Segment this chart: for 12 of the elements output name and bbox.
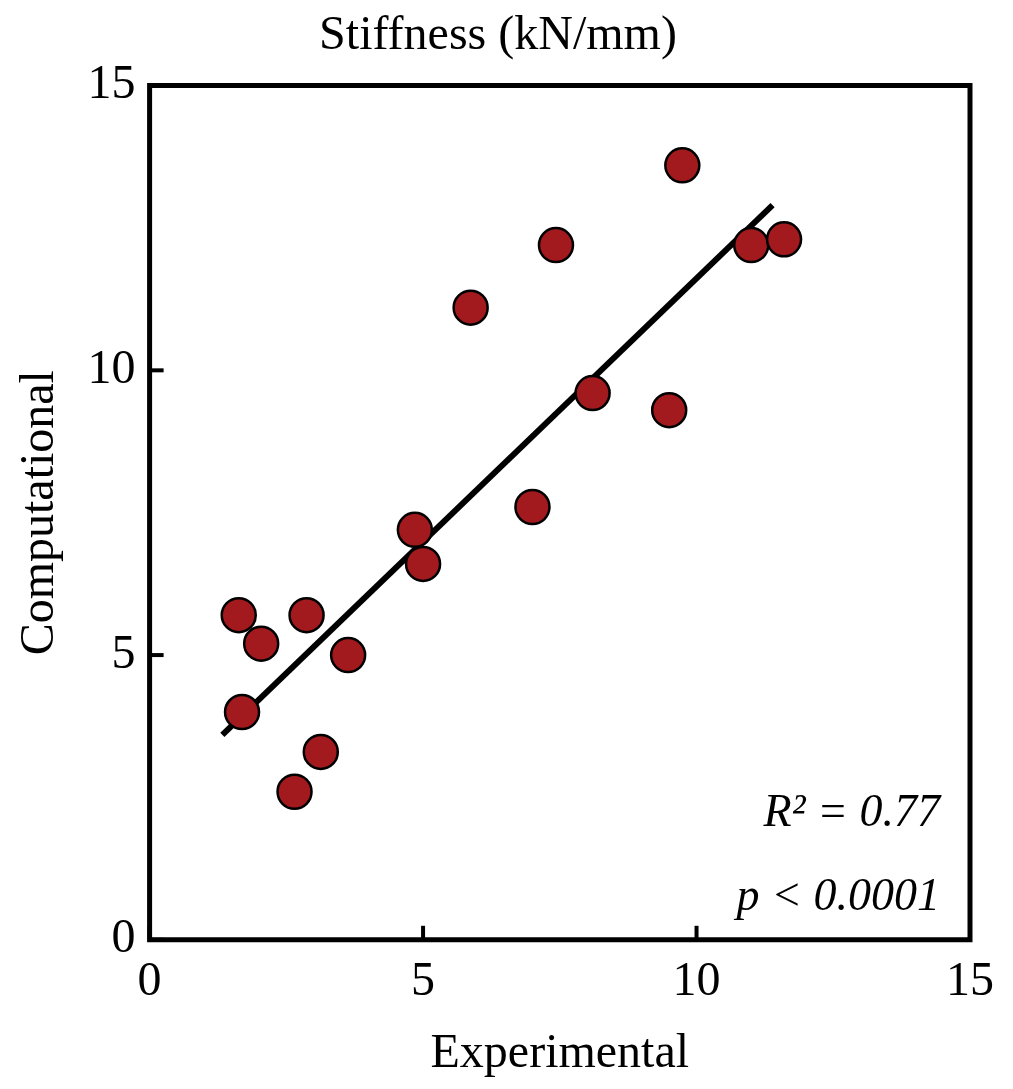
y-axis-title: Computational (10, 370, 64, 656)
x-tick-label: 10 (672, 952, 721, 1006)
y-tick-label: 5 (111, 624, 136, 678)
y-tick-label: 0 (111, 909, 136, 963)
x-tick-label: 15 (946, 952, 994, 1006)
annotation: R² = 0.77 (762, 784, 942, 836)
x-axis-title: Experimental (430, 1023, 690, 1077)
y-tick-label: 15 (87, 55, 136, 109)
chart-title: Stiffness (kN/mm) (319, 6, 677, 61)
y-tick-label: 10 (87, 339, 136, 393)
annotation: p < 0.0001 (733, 868, 940, 920)
x-tick-label: 5 (411, 952, 436, 1006)
